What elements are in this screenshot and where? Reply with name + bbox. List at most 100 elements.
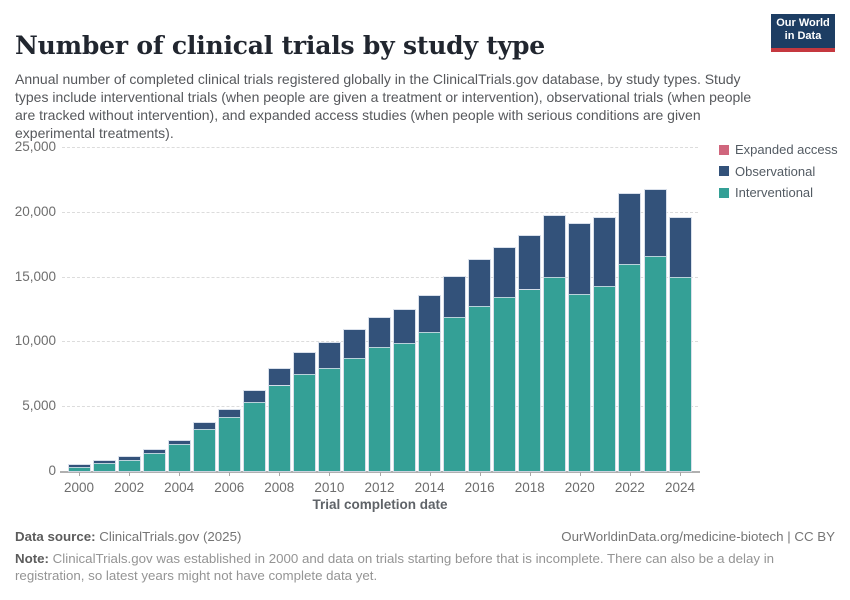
bar-2010-interventional[interactable]	[317, 367, 341, 472]
x-axis-tick	[379, 472, 381, 476]
x-axis-tick-label-2010: 2010	[314, 480, 345, 495]
bar-2005-observational[interactable]	[192, 422, 216, 430]
x-axis-tick-label-2014: 2014	[414, 480, 445, 495]
bar-2001-interventional[interactable]	[92, 462, 116, 472]
bar-2022-observational[interactable]	[618, 192, 642, 265]
x-axis-tick-label-2020: 2020	[564, 480, 595, 495]
bar-2020-interventional[interactable]	[568, 292, 592, 472]
y-axis-tick-label: 10,000	[14, 333, 56, 349]
bar-2000-interventional[interactable]	[67, 466, 91, 472]
bar-2012-interventional[interactable]	[368, 346, 391, 472]
bar-2004-observational[interactable]	[167, 440, 191, 446]
y-axis-tick-label: 5,000	[22, 398, 56, 414]
bar-2003-interventional[interactable]	[142, 451, 166, 472]
bar-2007-interventional[interactable]	[242, 400, 266, 472]
bar-2023-observational[interactable]	[643, 188, 667, 257]
y-axis-tick-label: 20,000	[14, 203, 56, 219]
y-axis-tick-label: 0	[48, 463, 56, 478]
y-gridline-15000	[62, 276, 698, 278]
legend-item-interventional[interactable]: Interventional	[719, 182, 838, 204]
bar-2021-interventional[interactable]	[593, 284, 617, 472]
legend-swatch-icon	[719, 144, 729, 155]
bar-2019-observational[interactable]	[543, 214, 567, 278]
bar-2015-observational[interactable]	[443, 275, 467, 319]
bar-2011-interventional[interactable]	[343, 357, 366, 472]
x-axis-tick	[129, 472, 131, 476]
bar-2009-observational[interactable]	[292, 352, 316, 376]
bar-2008-observational[interactable]	[267, 367, 291, 387]
data-source-line: Data source: ClinicalTrials.gov (2025)	[15, 529, 241, 544]
bar-2014-observational[interactable]	[418, 294, 442, 334]
owid-logo-line2: in Data	[784, 30, 822, 42]
bar-2018-observational[interactable]	[518, 235, 542, 291]
x-axis-tick-label-2008: 2008	[264, 480, 295, 495]
x-axis-tick	[629, 472, 631, 476]
bar-2014-interventional[interactable]	[418, 331, 442, 472]
x-axis-tick	[79, 472, 80, 476]
chart-footer: Data source: ClinicalTrials.gov (2025) O…	[15, 529, 835, 584]
bar-2006-interventional[interactable]	[217, 416, 241, 472]
x-axis-tick-label-2000: 2000	[63, 480, 95, 495]
bar-2023-interventional[interactable]	[643, 254, 667, 472]
bar-2005-interventional[interactable]	[192, 427, 216, 472]
chart-legend: Expanded access Observational Intervention…	[719, 139, 838, 204]
legend-item-observational[interactable]: Observational	[719, 161, 838, 183]
bar-2009-interventional[interactable]	[292, 373, 316, 472]
bar-2008-interventional[interactable]	[267, 384, 291, 472]
x-axis-tick-label-2002: 2002	[114, 480, 145, 495]
bar-2015-interventional[interactable]	[443, 316, 467, 472]
bar-2001-observational[interactable]	[92, 459, 116, 465]
owid-logo[interactable]: Our World in Data	[771, 14, 835, 52]
bar-2024-interventional[interactable]	[668, 275, 692, 472]
legend-item-expanded-access[interactable]: Expanded access	[719, 139, 838, 161]
y-gridline-20000	[62, 211, 698, 213]
bar-2002-observational[interactable]	[117, 456, 141, 461]
legend-swatch-icon	[719, 187, 729, 198]
data-source-label: Data source:	[15, 529, 96, 544]
bar-2013-interventional[interactable]	[393, 341, 416, 472]
bar-2011-observational[interactable]	[343, 328, 366, 360]
note-value: ClinicalTrials.gov was established in 20…	[15, 551, 775, 583]
x-axis-tick	[229, 472, 231, 476]
x-axis-tick-label-2016: 2016	[464, 480, 495, 495]
x-axis-tick-label-2012: 2012	[364, 480, 395, 495]
bar-2017-interventional[interactable]	[493, 296, 517, 472]
bar-2003-observational[interactable]	[142, 448, 166, 454]
bar-2000-observational[interactable]	[67, 464, 91, 468]
bar-2017-observational[interactable]	[493, 247, 517, 299]
stacked-bar-chart: 0 5,000 10,000 15,000 20,000 25,000 2000 2002 20…	[14, 139, 700, 512]
note-line: Note: ClinicalTrials.gov was established…	[15, 550, 837, 584]
legend-swatch-icon	[719, 166, 729, 177]
x-axis-tick-label-2024: 2024	[664, 480, 696, 495]
bar-2016-observational[interactable]	[468, 258, 492, 307]
bar-2007-observational[interactable]	[242, 390, 266, 403]
x-axis-tick	[279, 472, 281, 476]
bar-2012-observational[interactable]	[368, 317, 391, 349]
x-axis-tick-label-2022: 2022	[614, 480, 645, 495]
legend-label: Interventional	[735, 185, 814, 201]
attribution-text: OurWorldinData.org/medicine-biotech | CC…	[561, 529, 835, 544]
x-axis-tick-label-2006: 2006	[214, 480, 245, 495]
bar-2002-interventional[interactable]	[117, 458, 141, 473]
x-axis-tick-label-2018: 2018	[514, 480, 545, 495]
x-axis-tick	[179, 472, 181, 476]
x-axis-tick-label-2004: 2004	[164, 480, 195, 495]
data-source-value: ClinicalTrials.gov (2025)	[95, 529, 242, 544]
note-label: Note:	[15, 551, 49, 566]
bar-2010-observational[interactable]	[317, 341, 341, 369]
bar-2019-interventional[interactable]	[543, 275, 567, 472]
x-axis-tick	[479, 472, 481, 476]
bar-2022-interventional[interactable]	[618, 262, 642, 472]
x-axis-tick	[529, 472, 531, 476]
bar-2006-observational[interactable]	[217, 409, 241, 419]
bar-2004-interventional[interactable]	[167, 443, 191, 472]
bar-2013-observational[interactable]	[393, 309, 416, 344]
bar-2018-interventional[interactable]	[518, 288, 542, 472]
bar-2020-observational[interactable]	[568, 222, 592, 295]
bar-2024-observational[interactable]	[668, 217, 692, 278]
bar-2016-interventional[interactable]	[468, 304, 492, 472]
bar-2021-observational[interactable]	[593, 217, 617, 287]
chart-subtitle: Annual number of completed clinical tria…	[15, 71, 752, 141]
y-axis-tick-label: 15,000	[14, 268, 56, 284]
